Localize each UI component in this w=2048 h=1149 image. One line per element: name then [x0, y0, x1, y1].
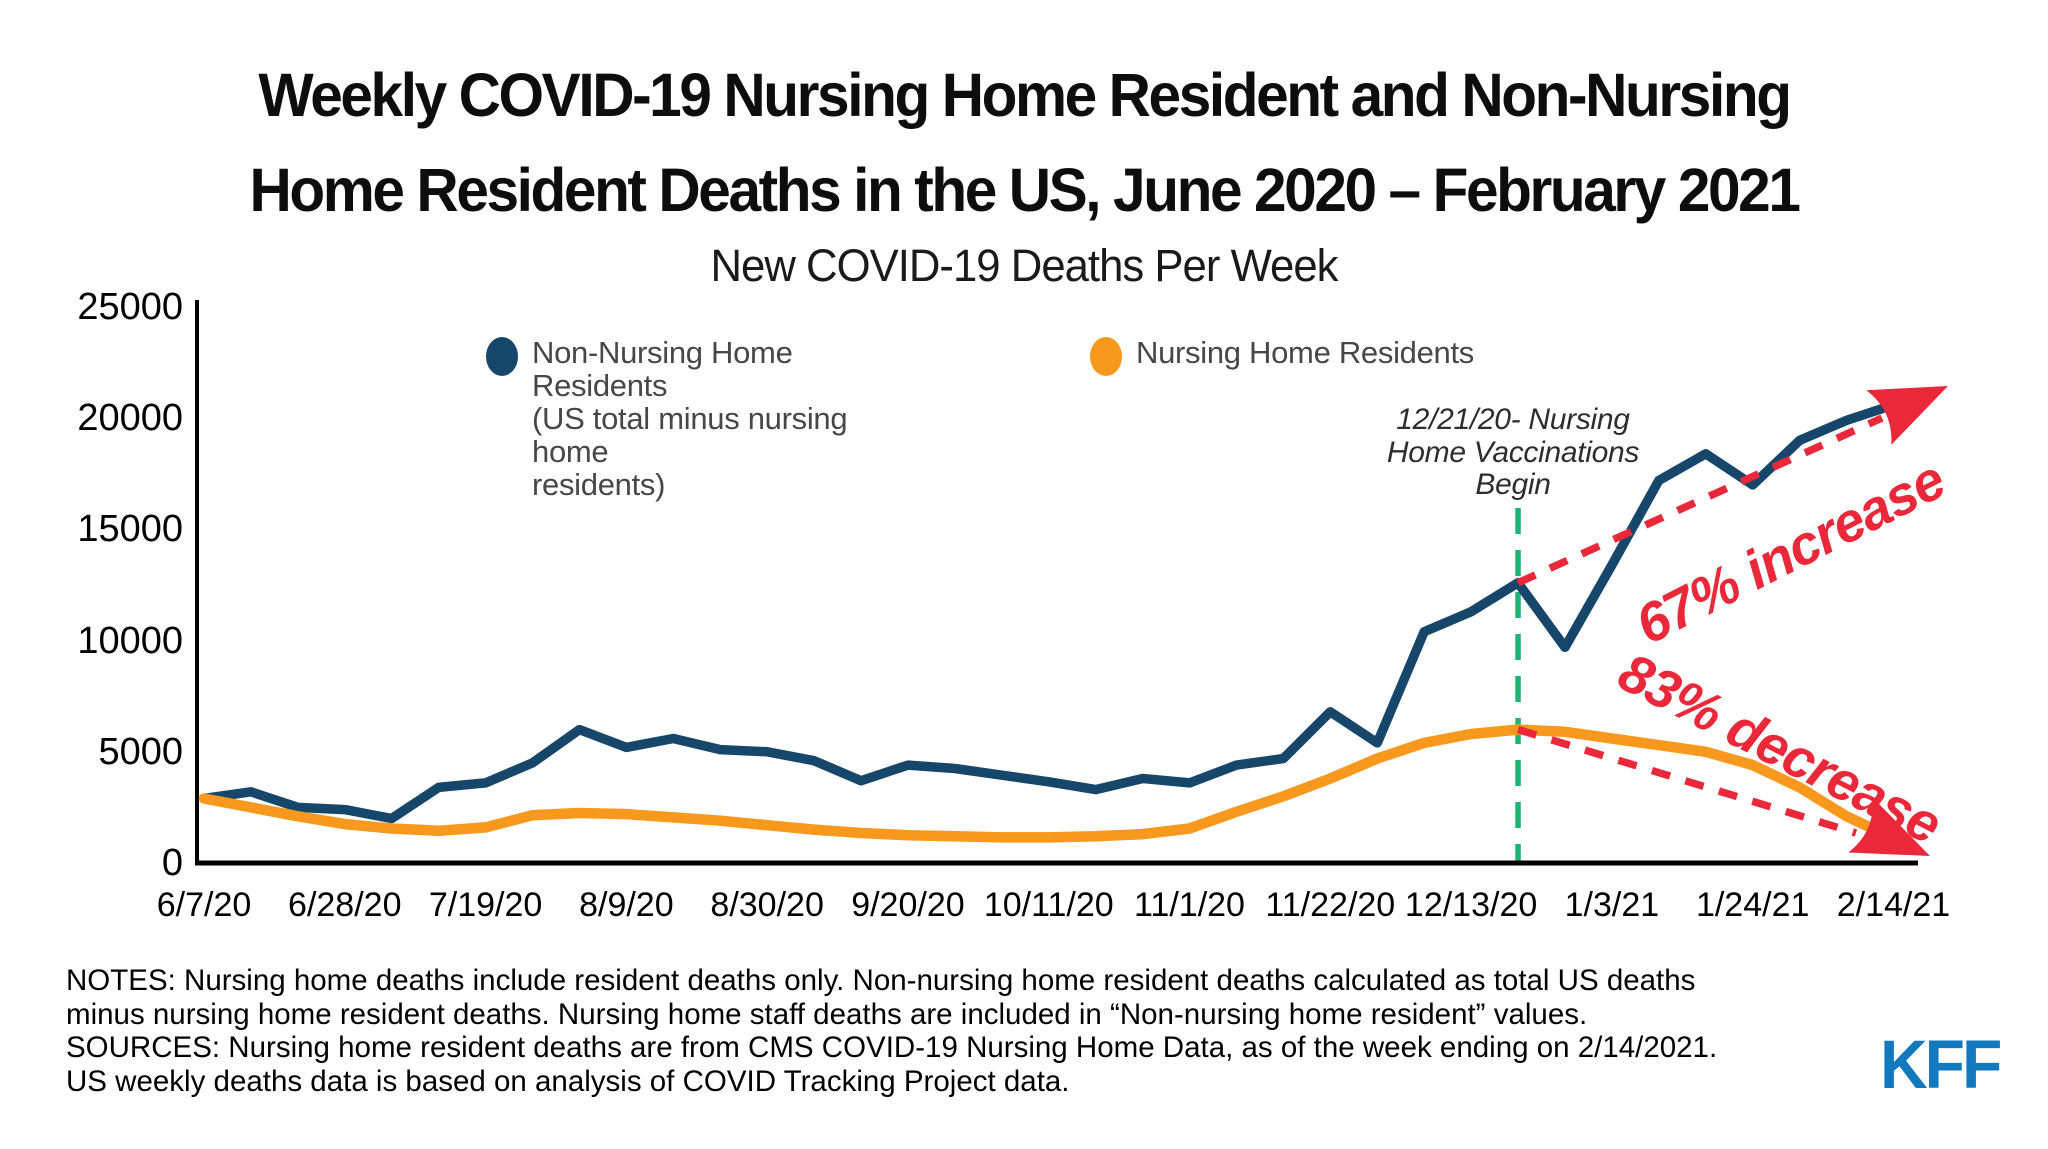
legend-item-non-nursing: Non-Nursing Home Residents (US total min…: [486, 336, 916, 501]
vaccination-annotation: 12/21/20- Nursing Home Vaccinations Begi…: [1352, 403, 1674, 502]
y-tick-label: 10000: [77, 619, 183, 662]
vaccination-annotation-line3: Begin: [1475, 468, 1551, 501]
chart-title-line2: Home Resident Deaths in the US, June 202…: [249, 156, 1800, 224]
x-tick-label: 1/24/21: [1695, 886, 1810, 924]
nursing-home-line: [198, 724, 1899, 844]
chart-title-line1: Weekly COVID-19 Nursing Home Resident an…: [258, 61, 1792, 129]
notes-line1: NOTES: Nursing home deaths include resid…: [66, 964, 1696, 997]
chart-title: Weekly COVID-19 Nursing Home Resident an…: [41, 48, 2007, 238]
x-tick-label: 8/30/20: [710, 886, 824, 924]
nursing-legend-label: Nursing Home Residents: [1136, 335, 1474, 370]
kff-logo: KFF: [1880, 1025, 2002, 1103]
vaccination-annotation-line1: 12/21/20- Nursing: [1396, 403, 1630, 436]
decrease-arrowhead-icon: [1848, 797, 1930, 856]
increase-trend-dashed-line: [1516, 414, 1884, 587]
notes-sources-text: NOTES: Nursing home deaths include resid…: [66, 964, 1717, 1098]
x-tick-label: 2/14/21: [1836, 886, 1951, 924]
x-tick-label: 1/3/21: [1564, 886, 1660, 924]
notes-line3: SOURCES: Nursing home resident deaths ar…: [66, 1031, 1718, 1064]
x-tick-label: 6/7/20: [156, 886, 252, 924]
x-tick-label: 9/20/20: [851, 886, 965, 924]
non-nursing-legend-line2: (US total minus nursing home: [532, 401, 848, 469]
x-tick-label: 10/11/20: [983, 886, 1114, 924]
x-tick-label: 6/28/20: [288, 886, 402, 924]
vaccination-annotation-line2: Home Vaccinations: [1386, 435, 1640, 469]
x-tick-label: 8/9/20: [579, 886, 674, 924]
increase-arrowhead-icon: [1866, 386, 1948, 445]
y-tick-label: 20000: [77, 397, 183, 440]
nursing-legend-dot-icon: [1090, 337, 1122, 376]
notes-line2: minus nursing home resident deaths. Nurs…: [66, 997, 1588, 1031]
x-tick-label: 11/1/20: [1134, 886, 1245, 924]
non-nursing-legend-label: Non-Nursing Home Residents (US total min…: [532, 336, 916, 501]
x-tick-label: 7/19/20: [428, 886, 543, 924]
non-nursing-legend-dot-icon: [486, 337, 518, 376]
x-tick-label: 12/13/20: [1404, 886, 1538, 924]
legend-item-nursing: Nursing Home Residents: [1090, 336, 1474, 376]
x-tick-label: 11/22/20: [1265, 886, 1396, 924]
y-tick-label: 5000: [98, 730, 183, 773]
y-tick-label: 0: [161, 842, 183, 884]
notes-line4: US weekly deaths data is based on analys…: [66, 1064, 1070, 1098]
non-nursing-legend-line3: residents): [532, 467, 666, 502]
non-nursing-legend-line1: Non-Nursing Home Residents: [532, 335, 793, 403]
non-nursing-home-line: [199, 400, 1899, 824]
decrease-trend-dashed-line: [1516, 725, 1858, 837]
y-tick-label: 25000: [77, 286, 183, 328]
y-tick-label: 15000: [77, 508, 183, 551]
chart-subtitle: New COVID-19 Deaths Per Week: [710, 240, 1338, 291]
